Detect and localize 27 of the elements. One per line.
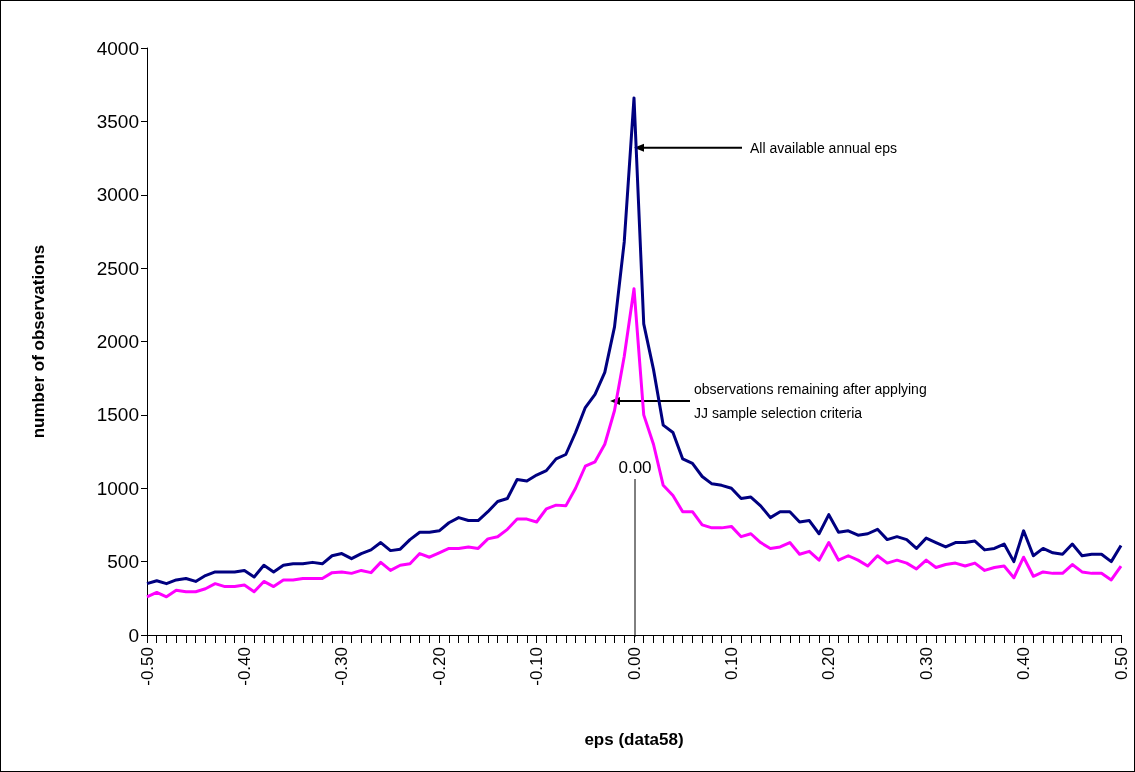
x-tick-label: 0.40 [1014,647,1034,681]
line-series [145,96,1123,586]
y-tick-label: 0 [128,624,139,646]
x-tick-label: -0.20 [429,647,449,686]
x-tick-label: -0.50 [137,647,157,686]
x-tick-label: 0.10 [721,647,741,681]
y-tick-label: 3500 [96,110,139,132]
x-tick-label: -0.10 [527,647,547,686]
y-axis-title: number of observations [29,244,48,439]
x-tick-label: -0.40 [234,647,254,686]
y-tick-label: 1000 [96,477,139,499]
x-axis-title: eps (data58) [584,730,684,749]
annotation: All available annual eps [750,139,898,156]
x-tick-label: 0.00 [624,647,644,681]
y-tick-label: 2500 [96,257,139,279]
annotation: 0.00 [618,457,652,477]
annotation: observations remaining after applying JJ sample selection criteria [694,381,927,421]
y-tick-label: 4000 [96,37,139,59]
y-tick-label: 2000 [96,331,139,352]
x-tick-label: -0.30 [332,647,352,686]
x-tick-label: 0.50 [1111,647,1131,681]
y-tick-label: 1500 [96,404,139,426]
x-tick-label: 0.20 [819,647,839,681]
y-tick-label: 3000 [96,184,139,206]
line-series [145,287,1123,599]
x-tick-label: 0.30 [916,647,936,681]
y-tick-label: 500 [107,551,139,573]
